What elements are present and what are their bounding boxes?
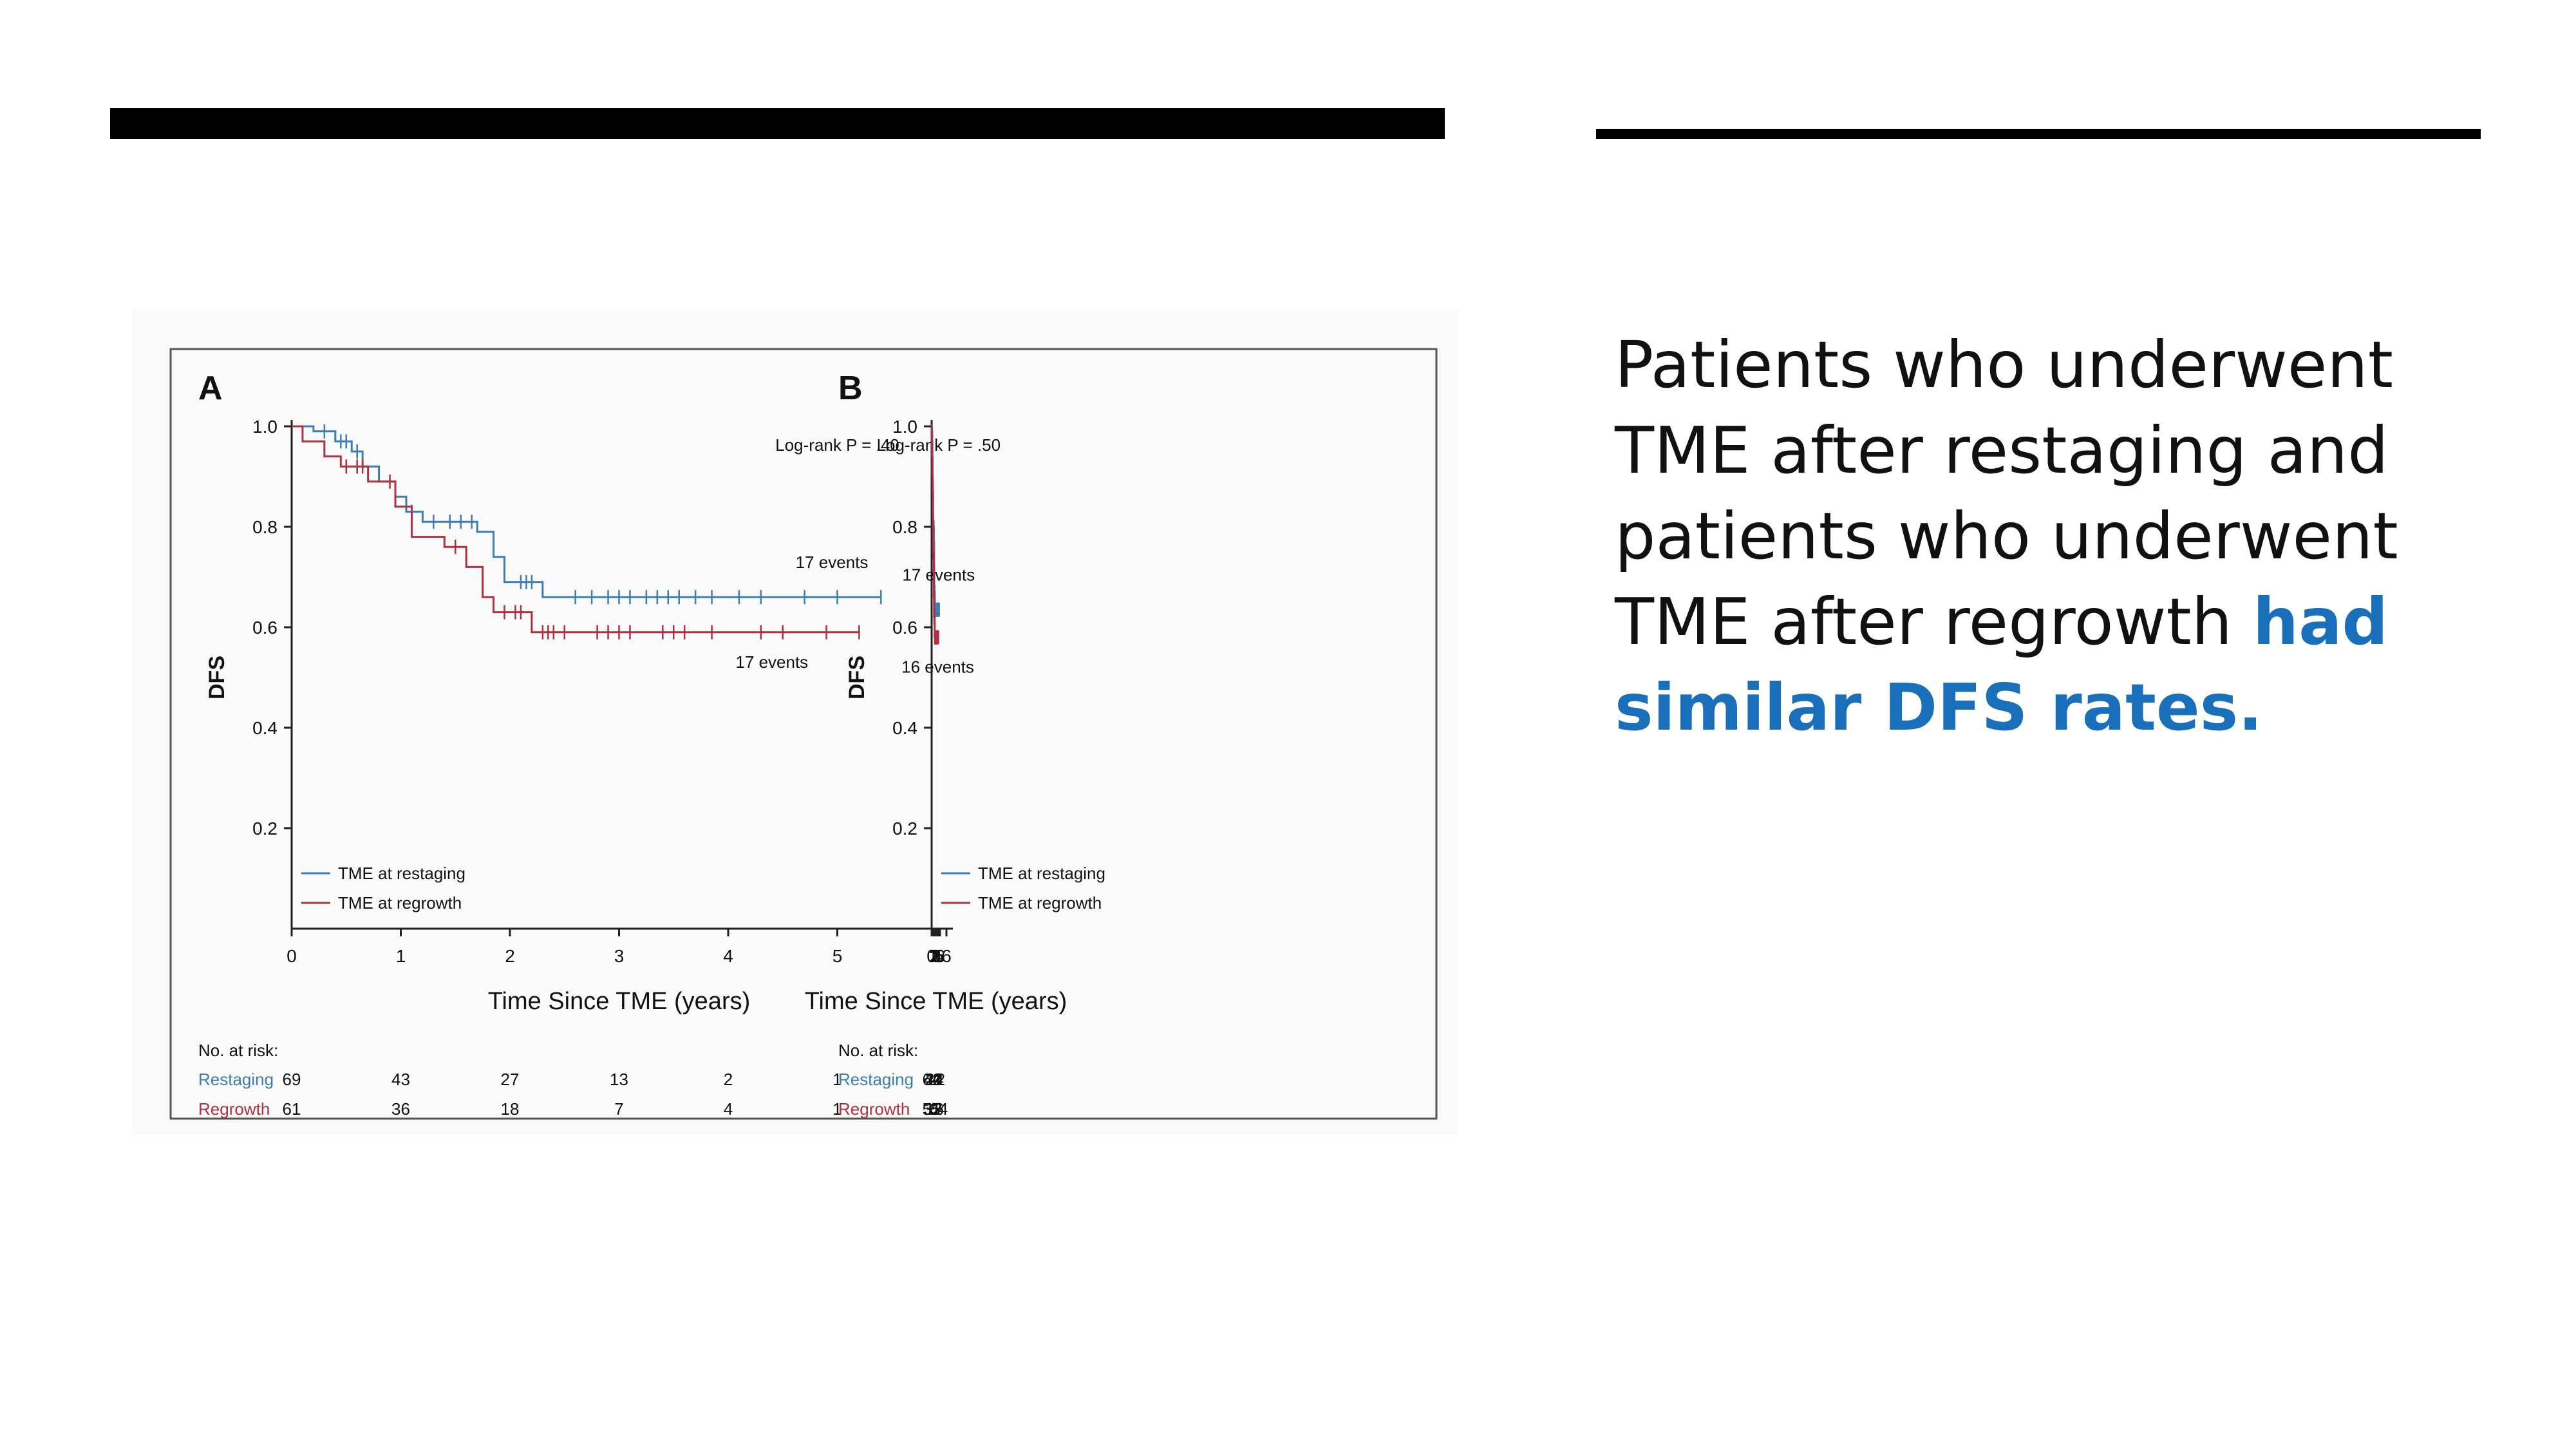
panel-b-y-tick-label: 0.8 [892,517,917,537]
panel-b-risk-value: 32 [924,1099,943,1119]
panel-a-risk-title: No. at risk: [198,1041,278,1060]
panel-a-risk-value: 27 [501,1070,520,1089]
panel-a-events-label: 17 events [735,652,808,672]
panel-a-x-tick-label: 2 [505,946,515,966]
panel-a-x-tick-label: 5 [832,946,843,966]
km-figure: A 0.2 0.4 0.6 0.8 1.0 0 1 2 3 4 5 6 Time Since TME (y… [132,309,1458,1135]
panel-b-y-tick-label: 1.0 [892,417,917,437]
panel-a-risk-value: 13 [610,1070,628,1089]
panel-b-risk-value: 64 [929,1099,948,1119]
panel-b-series-regrowth-line [930,425,939,639]
panel-b-risk-value: 2 [932,1099,941,1119]
panel-b-events-label: 16 events [901,658,974,677]
panel-b-legend-label: TME at regrowth [978,893,1102,913]
panel-a-risk-value: 36 [391,1099,410,1119]
panel-a-series-restaging-line [292,425,881,598]
panel-b-x-tick-label: 0 [926,946,937,966]
panel-a-legend-label: TME at restaging [338,864,465,883]
panel-b-risk-row-label: Restaging [838,1070,914,1089]
panel-a-risk-value: 18 [501,1099,520,1119]
panel-a-risk-row-label: Restaging [198,1070,274,1089]
title-bar-right [1596,129,2481,139]
title-bar-left [110,108,1445,139]
panel-b-label: B [838,370,863,407]
panel-a-x-axis-label: Time Since TME (years) [488,988,751,1015]
panel-b-y-tick-label: 0.4 [892,718,917,738]
panel-a-risk-value: 61 [283,1099,301,1119]
panel-b-risk-value: 64 [923,1070,941,1089]
panel-a-x-tick-label: 0 [287,946,297,966]
panel-a-x-tick-label: 4 [723,946,733,966]
panel-a-log-rank: Log-rank P = .40 [775,435,899,455]
panel-b-risk-title: No. at risk: [838,1041,918,1060]
panel-a-y-tick-label: 1.0 [252,417,277,437]
caption-plain: Patients who underwent TME after restagi… [1615,327,2398,659]
panel-b-x-tick-label: 2 [930,946,940,966]
panel-b-log-rank: Log-rank P = .50 [877,435,1001,455]
panel-b-x-tick-label: 1 [928,946,938,966]
panel-a-label: A [198,370,223,407]
panel-a-y-tick-label: 0.6 [252,618,277,638]
panel-b-risk-value: 12 [926,1070,945,1089]
panel-a-x-tick-label: 1 [396,946,406,966]
panel-a-risk-value: 2 [724,1070,733,1089]
panel-a-risk-value: 1 [832,1099,841,1119]
panel-a-legend-label: TME at regrowth [338,893,462,913]
panel-b-risk-value: 40 [924,1070,943,1089]
figure-frame [169,348,1438,1120]
panel-a-y-tick-label: 0.8 [252,517,277,537]
panel-a-y-axis-label: DFS [205,656,229,699]
panel-a-risk-value: 1 [832,1070,841,1089]
panel-b-risk-row-label: Regrowth [838,1099,910,1119]
panel-b-risk-value: 16 [925,1099,944,1119]
panel-a-y-tick-label: 0.2 [252,819,277,838]
panel-b-risk-value: 2 [932,1070,941,1089]
panel-b-x-tick-label: 5 [934,946,944,966]
caption-text: Patients who underwent TME after restagi… [1615,322,2529,750]
panel-b-y-tick-label: 0.2 [892,819,917,838]
panel-b-events-label: 17 events [902,565,975,585]
panel-a-y-tick-label: 0.4 [252,718,277,738]
panel-a-risk-value: 69 [283,1070,301,1089]
panel-b-risk-value: 51 [923,1099,941,1119]
panel-a-risk-value: 4 [724,1099,733,1119]
panel-b-y-axis-label: DFS [845,656,869,699]
panel-a-x-tick-label: 3 [614,946,625,966]
panel-b-risk-value: 24 [925,1070,944,1089]
panel-a-risk-value: 43 [391,1070,410,1089]
panel-b-x-axis-label: Time Since TME (years) [805,988,1067,1015]
caption-highlight: had similar DFS rates. [1615,584,2389,745]
panel-b-x-tick-label: 3 [931,946,941,966]
panel-a-risk-value: 7 [614,1099,623,1119]
panel-b-x-tick-label: 6 [935,946,945,966]
panel-b-risk-value: 5 [931,1099,940,1119]
panel-b-legend-label: TME at restaging [978,864,1105,883]
panel-b-risk-value: 1 [934,1070,943,1089]
panel-b-y-tick-label: 0.6 [892,618,917,638]
panel-b-x-tick-label: 4 [932,946,943,966]
panel-a-events-label: 17 events [796,553,869,572]
panel-a-series-regrowth-line [292,425,860,634]
panel-a-x-tick-label: 6 [941,946,952,966]
panel-a-risk-row-label: Regrowth [198,1099,270,1119]
